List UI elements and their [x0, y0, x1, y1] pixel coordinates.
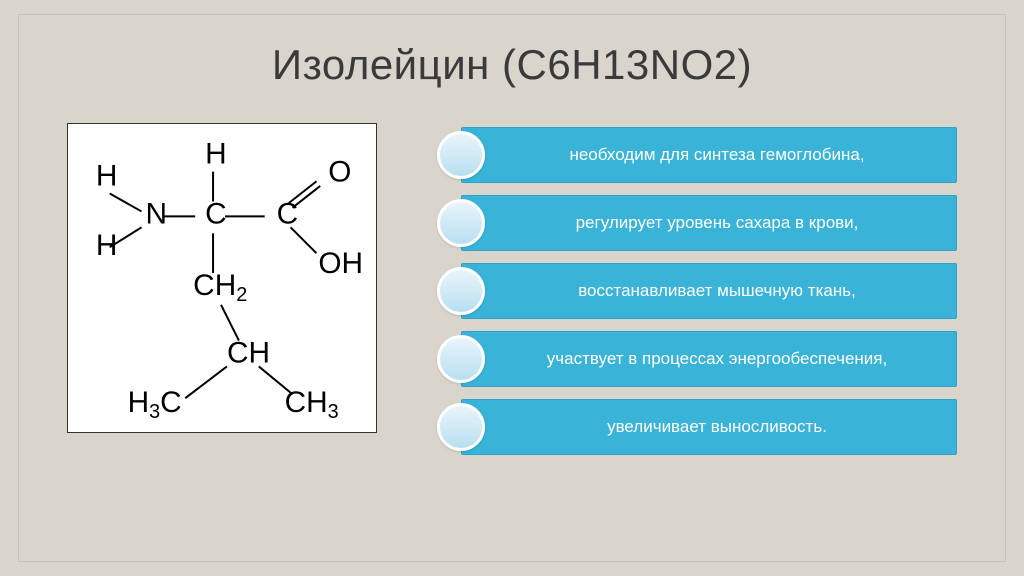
bullet-icon	[437, 199, 485, 247]
svg-text:H: H	[96, 229, 118, 262]
svg-text:H: H	[96, 160, 118, 193]
svg-text:C: C	[277, 197, 299, 230]
svg-text:OH: OH	[318, 247, 363, 280]
property-item: необходим для синтеза гемоглобина,	[437, 127, 957, 183]
svg-text:N: N	[145, 197, 167, 230]
svg-text:C: C	[205, 197, 227, 230]
slide-frame: Изолейцин (C6H13NO2) HHHNCCOOHCH2CHH3CCH…	[18, 14, 1006, 562]
property-text: восстанавливает мышечную ткань,	[461, 263, 957, 319]
svg-text:H: H	[205, 138, 227, 171]
property-item: увеличивает выносливость.	[437, 399, 957, 455]
svg-text:O: O	[328, 156, 351, 189]
property-item: участвует в процессах энергообеспечения,	[437, 331, 957, 387]
property-text: необходим для синтеза гемоглобина,	[461, 127, 957, 183]
property-item: восстанавливает мышечную ткань,	[437, 263, 957, 319]
property-text: увеличивает выносливость.	[461, 399, 957, 455]
svg-text:CH3: CH3	[285, 386, 339, 423]
property-item: регулирует уровень сахара в крови,	[437, 195, 957, 251]
svg-text:CH: CH	[227, 336, 270, 369]
structure-diagram: HHHNCCOOHCH2CHH3CCH3	[67, 123, 377, 433]
content-row: HHHNCCOOHCH2CHH3CCH3 необходим для синте…	[19, 89, 1005, 455]
svg-text:H3C: H3C	[128, 386, 182, 423]
page-title: Изолейцин (C6H13NO2)	[19, 41, 1005, 89]
bullet-icon	[437, 131, 485, 179]
property-list: необходим для синтеза гемоглобина, регули…	[437, 123, 957, 455]
bullet-icon	[437, 335, 485, 383]
svg-text:CH2: CH2	[193, 269, 247, 306]
bullet-icon	[437, 403, 485, 451]
bullet-icon	[437, 267, 485, 315]
property-text: участвует в процессах энергообеспечения,	[461, 331, 957, 387]
property-text: регулирует уровень сахара в крови,	[461, 195, 957, 251]
